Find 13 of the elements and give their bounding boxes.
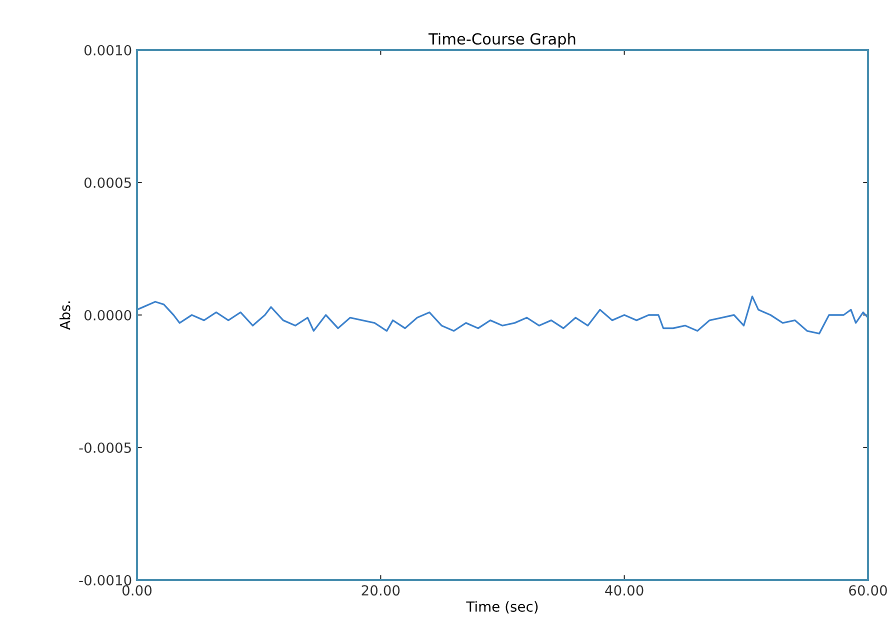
y-tick-label: 0.0000	[84, 310, 132, 320]
line-series	[137, 296, 868, 334]
x-tick-label: 60.00	[849, 585, 887, 596]
x-tick-label: 20.00	[362, 585, 400, 596]
x-tick-label: 40.00	[605, 585, 644, 596]
y-tick-label: -0.0005	[79, 442, 131, 453]
x-axis-title: Time (sec)	[466, 601, 538, 614]
y-axis-title: Abs.	[60, 302, 70, 330]
y-tick-label: 0.0005	[84, 177, 131, 188]
y-tick-label: 0.0010	[84, 44, 132, 56]
chart-title: Time-Course Graph	[428, 32, 576, 48]
x-tick-label: 0.00	[122, 585, 152, 596]
y-tick-label: -0.0010	[79, 574, 132, 586]
